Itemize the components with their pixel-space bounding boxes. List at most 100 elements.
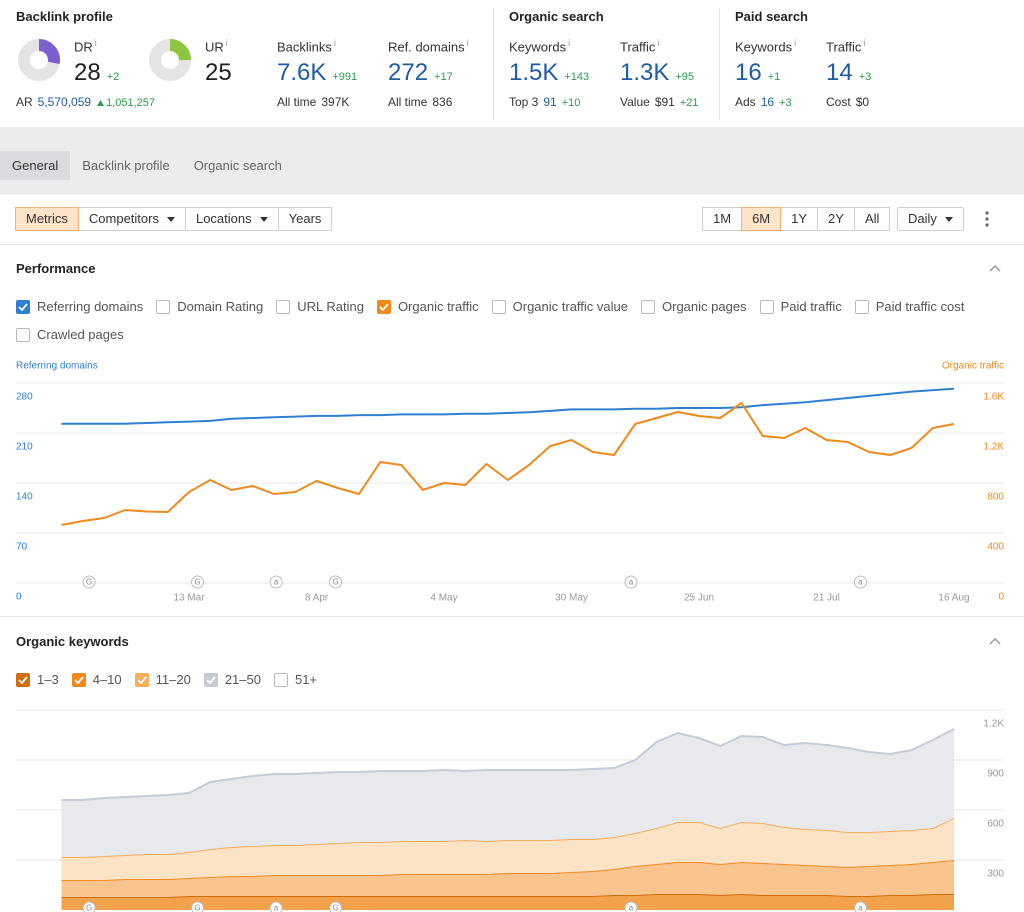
- checkbox-label: Organic traffic: [397, 299, 479, 314]
- area-line: [61, 859, 955, 881]
- checkbox-item[interactable]: URL Rating: [276, 299, 364, 314]
- tab[interactable]: General: [0, 151, 71, 180]
- metric-change: +17: [434, 71, 453, 83]
- metric-label: DR i: [74, 39, 97, 54]
- metric-value: 28: [74, 59, 101, 86]
- interval-dropdown[interactable]: Daily: [897, 207, 964, 231]
- checkbox-label: Paid traffic: [780, 299, 842, 314]
- metric-row: 1.3K +95: [620, 61, 694, 85]
- view-button[interactable]: Years: [277, 207, 333, 231]
- checkbox[interactable]: [16, 672, 30, 687]
- y-tick-label: 300: [987, 869, 1004, 880]
- checkbox[interactable]: [276, 299, 291, 314]
- metric-value[interactable]: 14: [826, 59, 853, 86]
- series-line: [61, 387, 955, 425]
- annotation-marker: [329, 901, 343, 912]
- info-icon: i: [225, 38, 228, 48]
- info-icon: i: [794, 38, 797, 48]
- checkbox[interactable]: [641, 299, 655, 314]
- checkbox-item[interactable]: Paid traffic: [759, 299, 842, 314]
- stacked-area: [61, 729, 954, 857]
- section-divider: [493, 8, 494, 120]
- view-button[interactable]: Locations: [184, 207, 279, 231]
- sub-value: $91: [654, 95, 675, 109]
- annotation-marker: [854, 575, 867, 589]
- checkbox-item[interactable]: Organic traffic: [376, 299, 479, 314]
- checkbox[interactable]: [134, 672, 149, 687]
- checkbox[interactable]: [759, 299, 774, 314]
- checkbox-label: 51+: [294, 672, 318, 687]
- metric-sub: Cost $0: [826, 96, 874, 108]
- y-tick-label: 900: [987, 769, 1004, 780]
- tab[interactable]: Organic search: [193, 158, 282, 173]
- checkbox[interactable]: [854, 299, 869, 314]
- sub-value: $0: [855, 95, 870, 109]
- collapse-toggle[interactable]: [989, 637, 1001, 645]
- more-menu[interactable]: [984, 210, 990, 228]
- annotation-label: a: [274, 904, 279, 912]
- checkbox[interactable]: [273, 672, 288, 687]
- checkbox-item[interactable]: Organic traffic value: [491, 299, 628, 314]
- sub-change: +10: [561, 97, 581, 109]
- ar-value[interactable]: 5,570,059: [37, 95, 92, 109]
- checkbox[interactable]: [156, 299, 171, 314]
- metric-value[interactable]: 272: [388, 59, 429, 86]
- checkbox[interactable]: [203, 672, 218, 687]
- interval-label: Daily: [908, 211, 937, 226]
- x-tick-label: 16 Aug: [938, 593, 969, 604]
- checkbox[interactable]: [16, 299, 30, 314]
- sub-value: 91: [543, 95, 557, 109]
- range-button[interactable]: 1M: [702, 207, 743, 231]
- checkbox[interactable]: [16, 327, 30, 342]
- y-axis-title: Referring domains: [16, 361, 98, 372]
- metric-value[interactable]: 7.6K: [277, 59, 327, 86]
- annotation-label: G: [86, 904, 92, 912]
- metric-sub: All time 397K: [277, 96, 354, 108]
- collapse-toggle[interactable]: [989, 264, 1001, 272]
- donut-track: [18, 39, 60, 81]
- view-button[interactable]: Metrics: [15, 207, 79, 231]
- annotation-label: a: [629, 578, 634, 587]
- checkbox-item[interactable]: 1–3: [16, 672, 59, 687]
- annotation-label: a: [629, 904, 634, 912]
- range-button[interactable]: 6M: [741, 207, 782, 231]
- annotation-marker: [82, 575, 96, 589]
- checkbox-item[interactable]: 21–50: [203, 672, 261, 687]
- metric-value: 25: [205, 59, 232, 86]
- checkbox-item[interactable]: 51+: [273, 672, 318, 687]
- y-tick-label: 1.2K: [983, 719, 1004, 730]
- stacked-area: [61, 818, 954, 880]
- tab[interactable]: Backlink profile: [82, 158, 170, 173]
- range-button[interactable]: All: [853, 207, 891, 231]
- metric-value[interactable]: 16: [735, 59, 762, 86]
- area-line: [61, 892, 954, 898]
- checkbox-item[interactable]: Crawled pages: [16, 327, 124, 342]
- area-line: [61, 728, 955, 801]
- checkbox[interactable]: [376, 299, 391, 314]
- checkbox-item[interactable]: 4–10: [71, 672, 122, 687]
- metric-change: +991: [332, 71, 358, 83]
- annotation-marker: [854, 901, 867, 912]
- metric-name: UR: [205, 39, 224, 55]
- dropdown-caret: [259, 216, 268, 222]
- metric-value[interactable]: 1.5K: [509, 59, 559, 86]
- checkbox-item[interactable]: Paid traffic cost: [854, 299, 964, 314]
- annotation-marker: [624, 575, 638, 589]
- x-tick-label: 21 Jul: [813, 593, 840, 604]
- checkbox-item[interactable]: 11–20: [134, 672, 191, 687]
- range-button[interactable]: 1Y: [780, 207, 819, 231]
- section-title: Organic search: [509, 9, 604, 24]
- checkbox-item[interactable]: Organic pages: [641, 299, 747, 314]
- metric-name: Ref. domains: [388, 39, 465, 55]
- metric-name: Traffic: [826, 39, 862, 55]
- metric-value[interactable]: 1.3K: [620, 59, 670, 86]
- checkbox[interactable]: [71, 672, 86, 687]
- view-button[interactable]: Competitors: [77, 207, 186, 231]
- sub-label: Value: [620, 95, 650, 109]
- checkbox-item[interactable]: Domain Rating: [156, 299, 263, 314]
- range-button[interactable]: 2Y: [817, 207, 855, 231]
- checkbox[interactable]: [491, 299, 506, 314]
- check-mark: [379, 302, 389, 311]
- checkbox-item[interactable]: Referring domains: [16, 299, 143, 314]
